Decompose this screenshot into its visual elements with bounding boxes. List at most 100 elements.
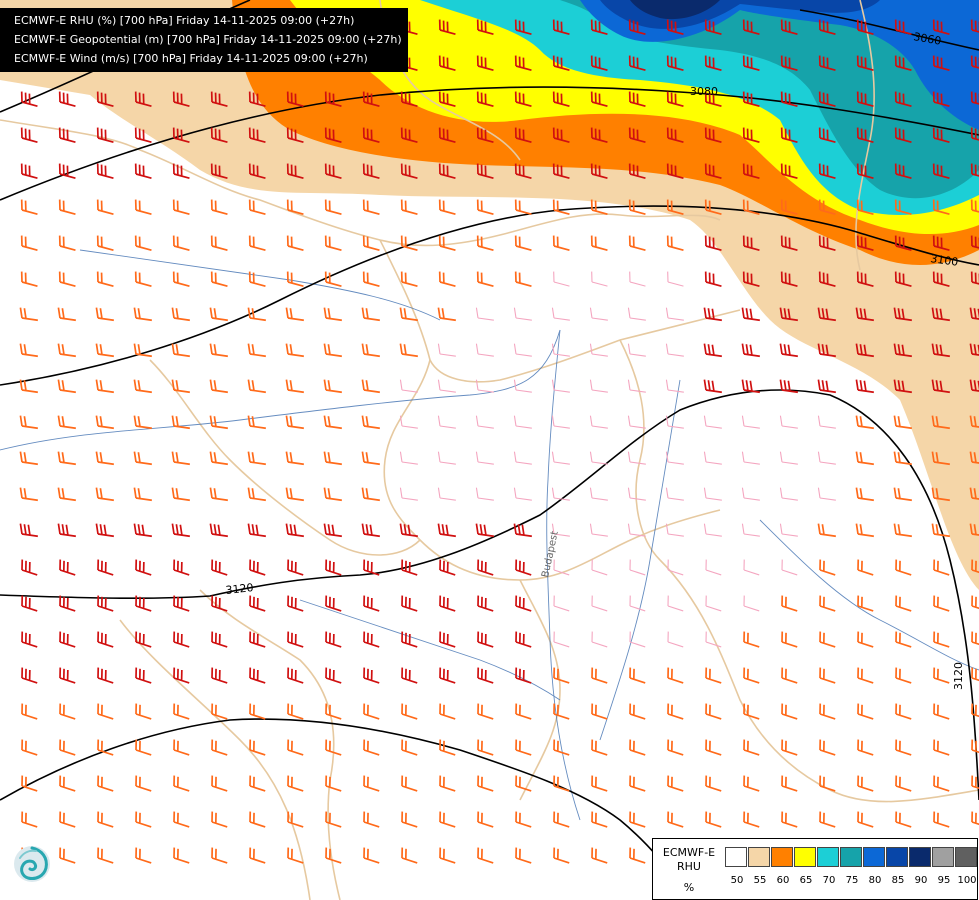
wind-barb [817, 523, 836, 538]
wind-barb [173, 739, 190, 756]
wind-barb [857, 775, 874, 792]
wind-barb [21, 559, 38, 576]
wind-barb [476, 19, 494, 35]
legend-tick-label: 95 [937, 875, 951, 886]
wind-barb [970, 91, 979, 107]
wind-barb [437, 379, 456, 393]
wind-barb [779, 415, 798, 429]
legend-swatch [840, 847, 862, 867]
wind-barb [590, 19, 608, 35]
legend-units: % [683, 881, 695, 894]
wind-barb [133, 379, 152, 394]
wind-barb [171, 307, 190, 322]
wind-barb [932, 127, 950, 143]
wind-barb [819, 559, 836, 576]
wind-barb [779, 523, 798, 537]
wind-barb [667, 595, 684, 612]
legend-tick-label: 70 [822, 875, 836, 886]
wind-barb [743, 559, 760, 576]
wind-barb [325, 811, 342, 828]
wind-barb [19, 451, 38, 466]
wind-barb [665, 415, 684, 429]
wind-barb [513, 379, 532, 393]
wind-barb [819, 631, 836, 648]
contour-label: 3120 [225, 581, 254, 597]
wind-barb [779, 307, 798, 322]
wind-barb [323, 307, 342, 322]
border-line [383, 359, 721, 581]
wind-barb [135, 631, 152, 648]
wind-barb [627, 307, 646, 321]
border-line [119, 619, 311, 900]
wind-barb [818, 91, 836, 107]
wind-barb [438, 55, 456, 71]
wind-barb [361, 451, 380, 466]
legend-title-line: ECMWF-E [662, 846, 716, 859]
wind-barb [57, 307, 76, 322]
wind-barb [439, 595, 456, 612]
river-line [79, 249, 441, 321]
wind-barb [552, 127, 570, 143]
wind-barb [323, 379, 342, 394]
wind-barb [400, 199, 418, 215]
wind-barb [438, 127, 456, 143]
wind-barb [361, 379, 380, 394]
wind-barb [933, 811, 950, 828]
wind-barb [515, 631, 532, 648]
wind-barb [285, 379, 304, 394]
wind-barb [363, 667, 380, 684]
wind-barb [135, 667, 152, 684]
wind-barb [705, 775, 722, 792]
wind-barb [969, 343, 979, 358]
wind-barb [325, 595, 342, 612]
wind-barb [551, 523, 570, 537]
wind-barb [363, 739, 380, 756]
wind-barb [667, 775, 684, 792]
wind-barb [59, 667, 76, 684]
wind-barb [743, 739, 760, 756]
wind-barb [97, 631, 114, 648]
wind-barb [287, 811, 304, 828]
wind-barb [248, 271, 266, 287]
wind-barb [477, 847, 494, 864]
wind-barb [629, 667, 646, 684]
wind-barb [59, 559, 76, 576]
wind-barb [704, 235, 722, 251]
wind-barb [703, 487, 722, 501]
wind-barb [96, 199, 114, 215]
wind-barb [19, 523, 38, 538]
wind-barb [819, 595, 836, 612]
wind-barb [553, 271, 570, 287]
wind-barb [439, 559, 456, 576]
wind-barb [287, 847, 304, 864]
wind-barb [362, 199, 380, 215]
wind-barb [894, 19, 912, 35]
wind-barb [515, 811, 532, 828]
wind-barb [209, 523, 228, 538]
humidity-legend: ECMWF-E RHU % 50 55 60 65 70 75 80 85 90 95 100 [652, 838, 978, 900]
wind-barb [628, 235, 646, 251]
wind-barb [399, 343, 418, 358]
wind-barb [628, 91, 646, 107]
wind-barb [477, 559, 494, 576]
wind-barb [855, 523, 874, 538]
wind-barb [21, 739, 38, 756]
wind-barb [856, 127, 874, 143]
wind-barb [173, 775, 190, 792]
wind-barb [666, 163, 684, 179]
wind-barb [704, 163, 722, 179]
wind-barb [893, 343, 912, 358]
wind-barb [95, 487, 114, 502]
wind-barb [437, 307, 456, 322]
wind-barb [629, 595, 646, 612]
wind-barb [286, 199, 304, 215]
wind-barb [703, 451, 722, 465]
wind-barb [553, 811, 570, 828]
wind-barb [401, 667, 418, 684]
wind-barb [742, 127, 760, 143]
wind-barb [933, 667, 950, 684]
wind-barb [971, 667, 979, 684]
wind-barb [171, 451, 190, 466]
wind-barb [553, 775, 570, 792]
wind-barb [931, 523, 950, 538]
